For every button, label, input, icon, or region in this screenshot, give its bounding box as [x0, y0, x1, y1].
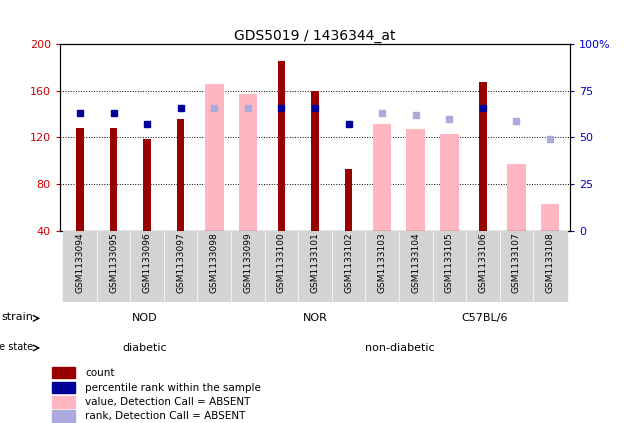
Bar [164, 231, 197, 302]
Bar [52, 396, 76, 408]
Text: GSM1133098: GSM1133098 [210, 233, 219, 294]
Bar [466, 231, 500, 302]
Text: non-diabetic: non-diabetic [365, 343, 435, 353]
Bar [177, 119, 185, 231]
Text: NOD: NOD [132, 313, 158, 323]
Text: GSM1133104: GSM1133104 [411, 233, 420, 293]
Bar [500, 231, 533, 302]
Bar [433, 231, 466, 302]
Text: GSM1133095: GSM1133095 [109, 233, 118, 294]
Text: percentile rank within the sample: percentile rank within the sample [85, 382, 261, 393]
Text: GSM1133096: GSM1133096 [142, 233, 152, 294]
Text: GSM1133108: GSM1133108 [546, 233, 554, 294]
Text: count: count [85, 368, 115, 378]
Bar [52, 367, 76, 379]
Bar [365, 231, 399, 302]
Bar [406, 129, 425, 231]
Text: rank, Detection Call = ABSENT: rank, Detection Call = ABSENT [85, 411, 245, 421]
Bar [399, 231, 433, 302]
Text: GSM1133099: GSM1133099 [243, 233, 253, 294]
Text: GSM1133101: GSM1133101 [311, 233, 319, 294]
Bar [144, 139, 151, 231]
Bar [278, 60, 285, 231]
Text: value, Detection Call = ABSENT: value, Detection Call = ABSENT [85, 397, 250, 407]
Text: strain: strain [1, 312, 33, 322]
Text: disease state: disease state [0, 341, 33, 352]
Text: GSM1133107: GSM1133107 [512, 233, 521, 294]
Text: GSM1133102: GSM1133102 [344, 233, 353, 293]
Bar [197, 231, 231, 302]
Bar [298, 231, 332, 302]
Text: GSM1133106: GSM1133106 [478, 233, 488, 294]
Text: NOR: NOR [302, 313, 328, 323]
Bar [507, 164, 525, 231]
Bar [311, 91, 319, 231]
Bar [110, 128, 117, 231]
Title: GDS5019 / 1436344_at: GDS5019 / 1436344_at [234, 29, 396, 44]
Text: GSM1133097: GSM1133097 [176, 233, 185, 294]
Bar [541, 204, 559, 231]
Bar [440, 134, 459, 231]
Bar [345, 169, 352, 231]
Bar [76, 128, 84, 231]
Bar [231, 231, 265, 302]
Text: GSM1133100: GSM1133100 [277, 233, 286, 294]
Text: GSM1133094: GSM1133094 [76, 233, 84, 293]
Bar [97, 231, 130, 302]
Bar [265, 231, 298, 302]
Bar [239, 94, 257, 231]
Text: GSM1133105: GSM1133105 [445, 233, 454, 294]
Bar [533, 231, 567, 302]
Bar [205, 84, 224, 231]
Bar [52, 410, 76, 422]
Text: C57BL/6: C57BL/6 [462, 313, 508, 323]
Bar [332, 231, 365, 302]
Bar [479, 82, 486, 231]
Bar [130, 231, 164, 302]
Bar [52, 382, 76, 393]
Text: GSM1133103: GSM1133103 [377, 233, 387, 294]
Bar [63, 231, 97, 302]
Bar [373, 124, 391, 231]
Text: diabetic: diabetic [123, 343, 167, 353]
